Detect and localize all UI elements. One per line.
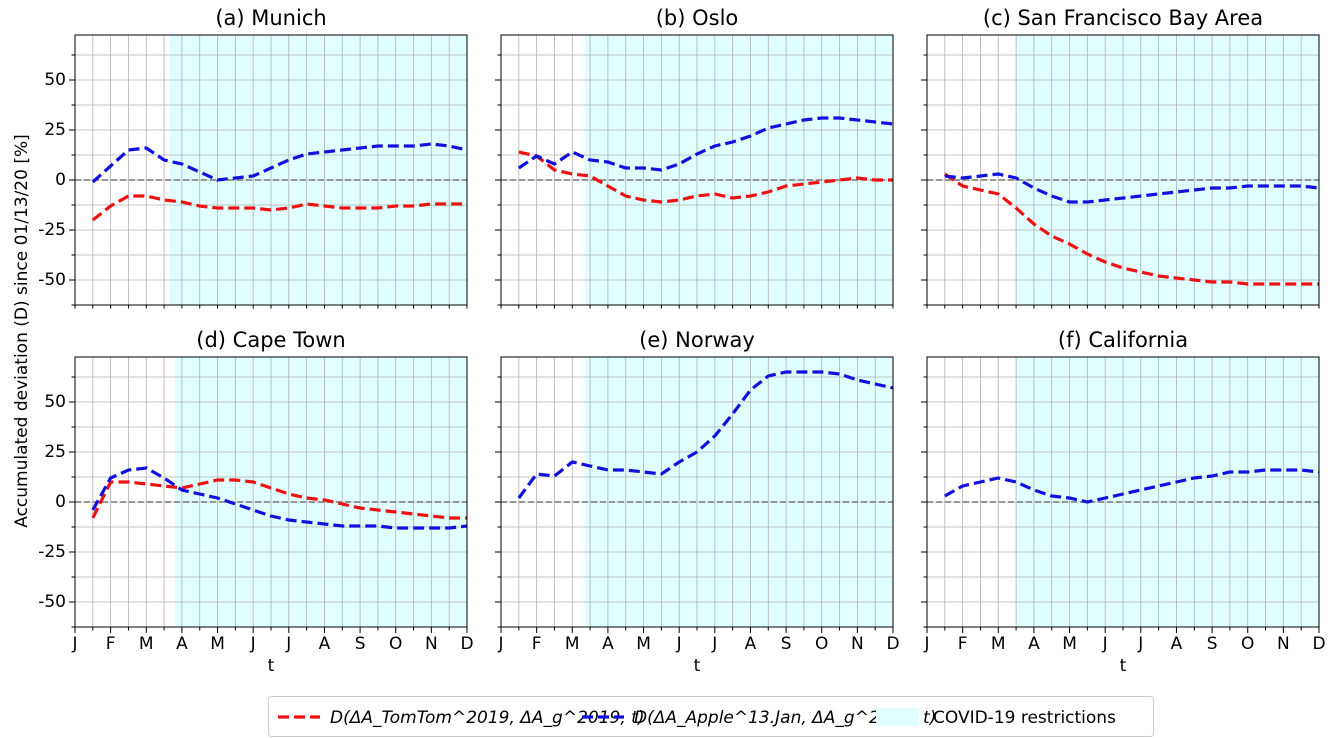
restrictions-shade [584, 35, 893, 305]
series-line [91, 142, 467, 184]
x-tick-label: J [711, 634, 717, 654]
y-tick-label: 50 [44, 392, 66, 412]
panel-title: (a) Munich [215, 6, 326, 30]
x-tick-label: O [815, 634, 828, 654]
restrictions-shade [174, 357, 468, 627]
x-tick-label: M [991, 634, 1006, 654]
x-tick-label: S [355, 634, 366, 654]
x-tick-label: O [1241, 634, 1254, 654]
series-line [518, 150, 893, 204]
plot-frame [74, 356, 468, 628]
y-tick-label: 0 [55, 170, 66, 190]
y-tick-label: -25 [38, 542, 66, 562]
series-line [944, 468, 1319, 504]
y-axis-label: Accumulated deviation (D) since 01/13/20… [12, 134, 32, 528]
restrictions-shade [1016, 357, 1319, 627]
x-tick-label: J [285, 634, 291, 654]
restrictions-shade [169, 35, 467, 305]
series-line [517, 116, 893, 172]
x-axis-label: t [694, 656, 701, 676]
series-line [944, 172, 1319, 204]
x-tick-label: A [319, 634, 331, 654]
series-line [517, 370, 893, 499]
y-tick-label: -50 [38, 270, 66, 290]
y-tick-label: 25 [44, 120, 66, 140]
y-tick-label: 0 [55, 492, 66, 512]
panel-title: (c) San Francisco Bay Area [983, 6, 1263, 30]
x-tick-label: D [1312, 634, 1325, 654]
x-tick-label: S [1207, 634, 1218, 654]
restrictions-shade [584, 357, 893, 627]
plot-frame [926, 356, 1320, 628]
y-tick-label: 50 [44, 70, 66, 90]
x-tick-label: F [532, 634, 542, 654]
plot-frame [500, 356, 894, 628]
restrictions-shade [1016, 35, 1319, 305]
x-tick-label: N [425, 634, 438, 654]
x-tick-label: N [1277, 634, 1290, 654]
x-tick-label: A [1171, 634, 1183, 654]
legend-shade-swatch [876, 708, 919, 726]
x-tick-label: D [886, 634, 899, 654]
x-tick-label: M [636, 634, 651, 654]
x-tick-label: J [250, 634, 256, 654]
series-line [943, 172, 1319, 286]
plot-frame [500, 34, 894, 306]
x-tick-label: M [1062, 634, 1077, 654]
x-axis-label: t [268, 656, 275, 676]
x-tick-label: F [958, 634, 968, 654]
x-tick-label: S [781, 634, 792, 654]
x-tick-label: A [1028, 634, 1040, 654]
legend-label: COVID-19 restrictions [933, 708, 1116, 728]
legend-label: D(ΔA_Apple^13.Jan, ΔA_g^2019, t) [634, 708, 936, 728]
plot-frame [926, 34, 1320, 306]
plot-frame [74, 34, 468, 306]
x-tick-label: M [565, 634, 580, 654]
series-line [91, 478, 467, 520]
panel-title: (e) Norway [639, 328, 755, 352]
x-tick-label: A [176, 634, 188, 654]
panel-title: (b) Oslo [656, 6, 739, 30]
panel-title: (d) Cape Town [196, 328, 345, 352]
x-tick-label: J [497, 634, 503, 654]
x-tick-label: J [71, 634, 77, 654]
series-line [91, 194, 467, 222]
x-tick-label: O [389, 634, 402, 654]
x-tick-label: A [602, 634, 614, 654]
x-tick-label: M [210, 634, 225, 654]
x-tick-label: J [1137, 634, 1143, 654]
legend-box [268, 696, 1154, 737]
series-line [91, 466, 467, 530]
panel-title: (f) California [1058, 328, 1188, 352]
x-tick-label: F [106, 634, 116, 654]
legend-label: D(ΔA_TomTom^2019, ΔA_g^2019, t) [330, 708, 644, 728]
x-tick-label: J [1102, 634, 1108, 654]
y-tick-label: 25 [44, 442, 66, 462]
y-tick-label: -25 [38, 220, 66, 240]
x-tick-label: J [923, 634, 929, 654]
y-tick-label: -50 [38, 592, 66, 612]
x-tick-label: D [460, 634, 473, 654]
x-tick-label: N [851, 634, 864, 654]
x-tick-label: A [745, 634, 757, 654]
x-tick-label: J [676, 634, 682, 654]
x-axis-label: t [1120, 656, 1127, 676]
x-tick-label: M [139, 634, 154, 654]
